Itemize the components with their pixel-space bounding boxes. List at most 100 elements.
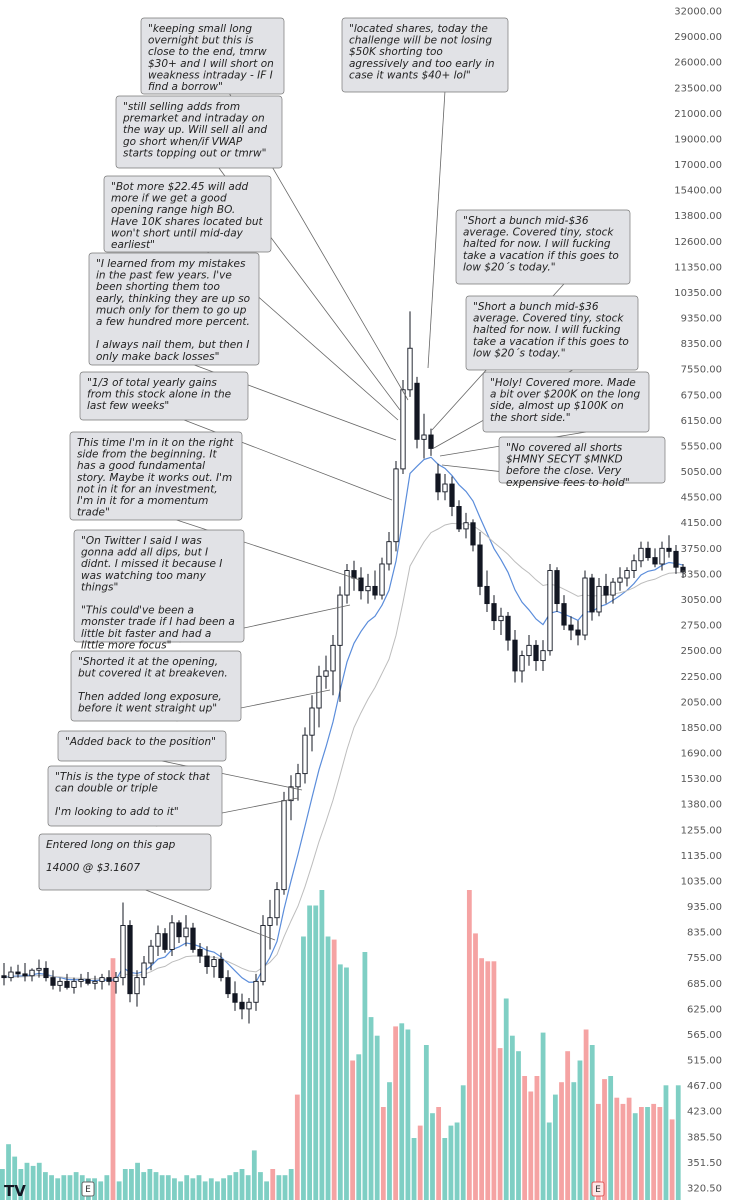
price-tick-label: 2250.00: [681, 672, 722, 683]
candle: [85, 972, 91, 986]
annotation-note: "1/3 of total yearly gains from this stoc…: [79, 371, 249, 421]
volume-bar: [466, 890, 472, 1200]
candle-body: [596, 585, 602, 613]
candle-body: [232, 993, 238, 1003]
volume-bar: [516, 1051, 521, 1200]
candle-body: [253, 980, 259, 1003]
candle: [148, 939, 154, 971]
candle-body: [113, 977, 119, 982]
annotation-box: [140, 17, 285, 95]
candle: [421, 413, 427, 459]
candle-body: [470, 522, 476, 546]
candle-body: [92, 980, 98, 984]
candle-body: [407, 347, 413, 391]
annotation-text: "keeping small long overnight but this is…: [148, 23, 274, 93]
candle-body: [211, 959, 217, 968]
price-tick-label: 320.50: [687, 1184, 722, 1195]
volume-bar: [319, 890, 325, 1200]
candle: [393, 461, 399, 552]
candle-body: [659, 547, 665, 565]
candle: [183, 915, 189, 947]
candle-body: [442, 483, 448, 493]
volume-bar: [227, 1175, 233, 1200]
volume-bar: [153, 1172, 159, 1200]
candle: [169, 915, 175, 957]
volume-bar: [675, 1085, 681, 1200]
candle-body: [36, 967, 42, 971]
annotation-note: "Bot more $22.45 will add more if we get …: [103, 175, 272, 253]
candle-body: [512, 639, 518, 672]
volume-bar: [239, 1169, 245, 1200]
candle: [442, 474, 448, 501]
candle: [281, 791, 287, 895]
volume-bar: [436, 1107, 442, 1200]
candle: [176, 920, 182, 944]
price-tick-label: 1850.00: [681, 723, 722, 734]
price-tick-label: 351.50: [687, 1158, 722, 1169]
candle: [204, 946, 210, 974]
annotation-box: [79, 371, 249, 421]
annotation-text: "No covered all shorts $HMNY SECYT $MNKD b…: [506, 442, 630, 489]
price-tick-label: 3050.00: [681, 595, 722, 606]
candle: [1, 962, 7, 986]
volume-bar: [67, 1175, 73, 1200]
volume-bar: [552, 1094, 558, 1200]
price-tick-label: 935.00: [687, 902, 722, 913]
candle: [260, 915, 266, 986]
candle: [414, 376, 420, 449]
candle-body: [57, 980, 63, 986]
candle: [323, 655, 329, 689]
volume-bar: [24, 1162, 30, 1200]
candle-body: [309, 707, 315, 736]
candle-body: [246, 1001, 252, 1010]
candle: [36, 959, 42, 978]
candle: [22, 962, 28, 982]
volume-bar: [583, 1029, 589, 1200]
annotation-box: [465, 295, 639, 371]
candle: [239, 993, 245, 1020]
price-tick-label: 385.50: [687, 1132, 722, 1143]
candle: [155, 925, 161, 957]
candle-body: [421, 434, 427, 440]
candle-body: [498, 615, 504, 622]
volume-bar: [380, 1107, 386, 1200]
volume-bar: [307, 905, 312, 1200]
volume-bar: [632, 1113, 638, 1200]
candle: [624, 567, 630, 587]
volume-bar: [657, 1107, 663, 1200]
price-tick-label: 13800.00: [674, 211, 722, 222]
volume-bar: [405, 1029, 411, 1200]
candle-body: [477, 544, 483, 587]
candle: [99, 973, 105, 990]
candle: [15, 964, 21, 978]
price-tick-label: 1380.00: [681, 800, 722, 811]
price-tick-label: 1690.00: [681, 749, 722, 760]
candle-body: [1, 975, 7, 979]
price-tick-label: 755.00: [687, 953, 722, 964]
price-axis: 32000.00 29000.00 26000.00 23500.00 21000.00…: [674, 7, 722, 1195]
annotation-text: "Shorted it at the opening, but covered i…: [78, 656, 228, 714]
annotation-text: Entered long on this gap 14000 @ $3.1607: [46, 839, 176, 874]
earnings-marker[interactable]: E: [591, 1181, 605, 1197]
annotation-note: "keeping small long overnight but this is…: [140, 17, 285, 95]
candle: [337, 586, 343, 702]
candle-body: [547, 570, 553, 652]
volume-bar: [301, 936, 306, 1200]
candle-body: [8, 971, 14, 979]
candle-body: [603, 585, 609, 596]
candle-body: [463, 522, 469, 530]
candle-body: [414, 382, 420, 440]
volume-bar: [98, 1181, 104, 1200]
price-tick-label: 4150.00: [681, 518, 722, 529]
candle-body: [78, 979, 84, 982]
candle: [295, 763, 301, 801]
candle-body: [50, 977, 56, 986]
volume-bar: [522, 1076, 528, 1200]
candle-body: [400, 389, 406, 470]
candle-body: [428, 434, 434, 449]
candle-body: [435, 473, 441, 493]
annotation-note: "No covered all shorts $HMNY SECYT $MNKD b…: [498, 436, 666, 489]
candle-body: [526, 644, 532, 657]
earnings-marker[interactable]: E: [81, 1181, 95, 1197]
candle: [365, 573, 371, 604]
